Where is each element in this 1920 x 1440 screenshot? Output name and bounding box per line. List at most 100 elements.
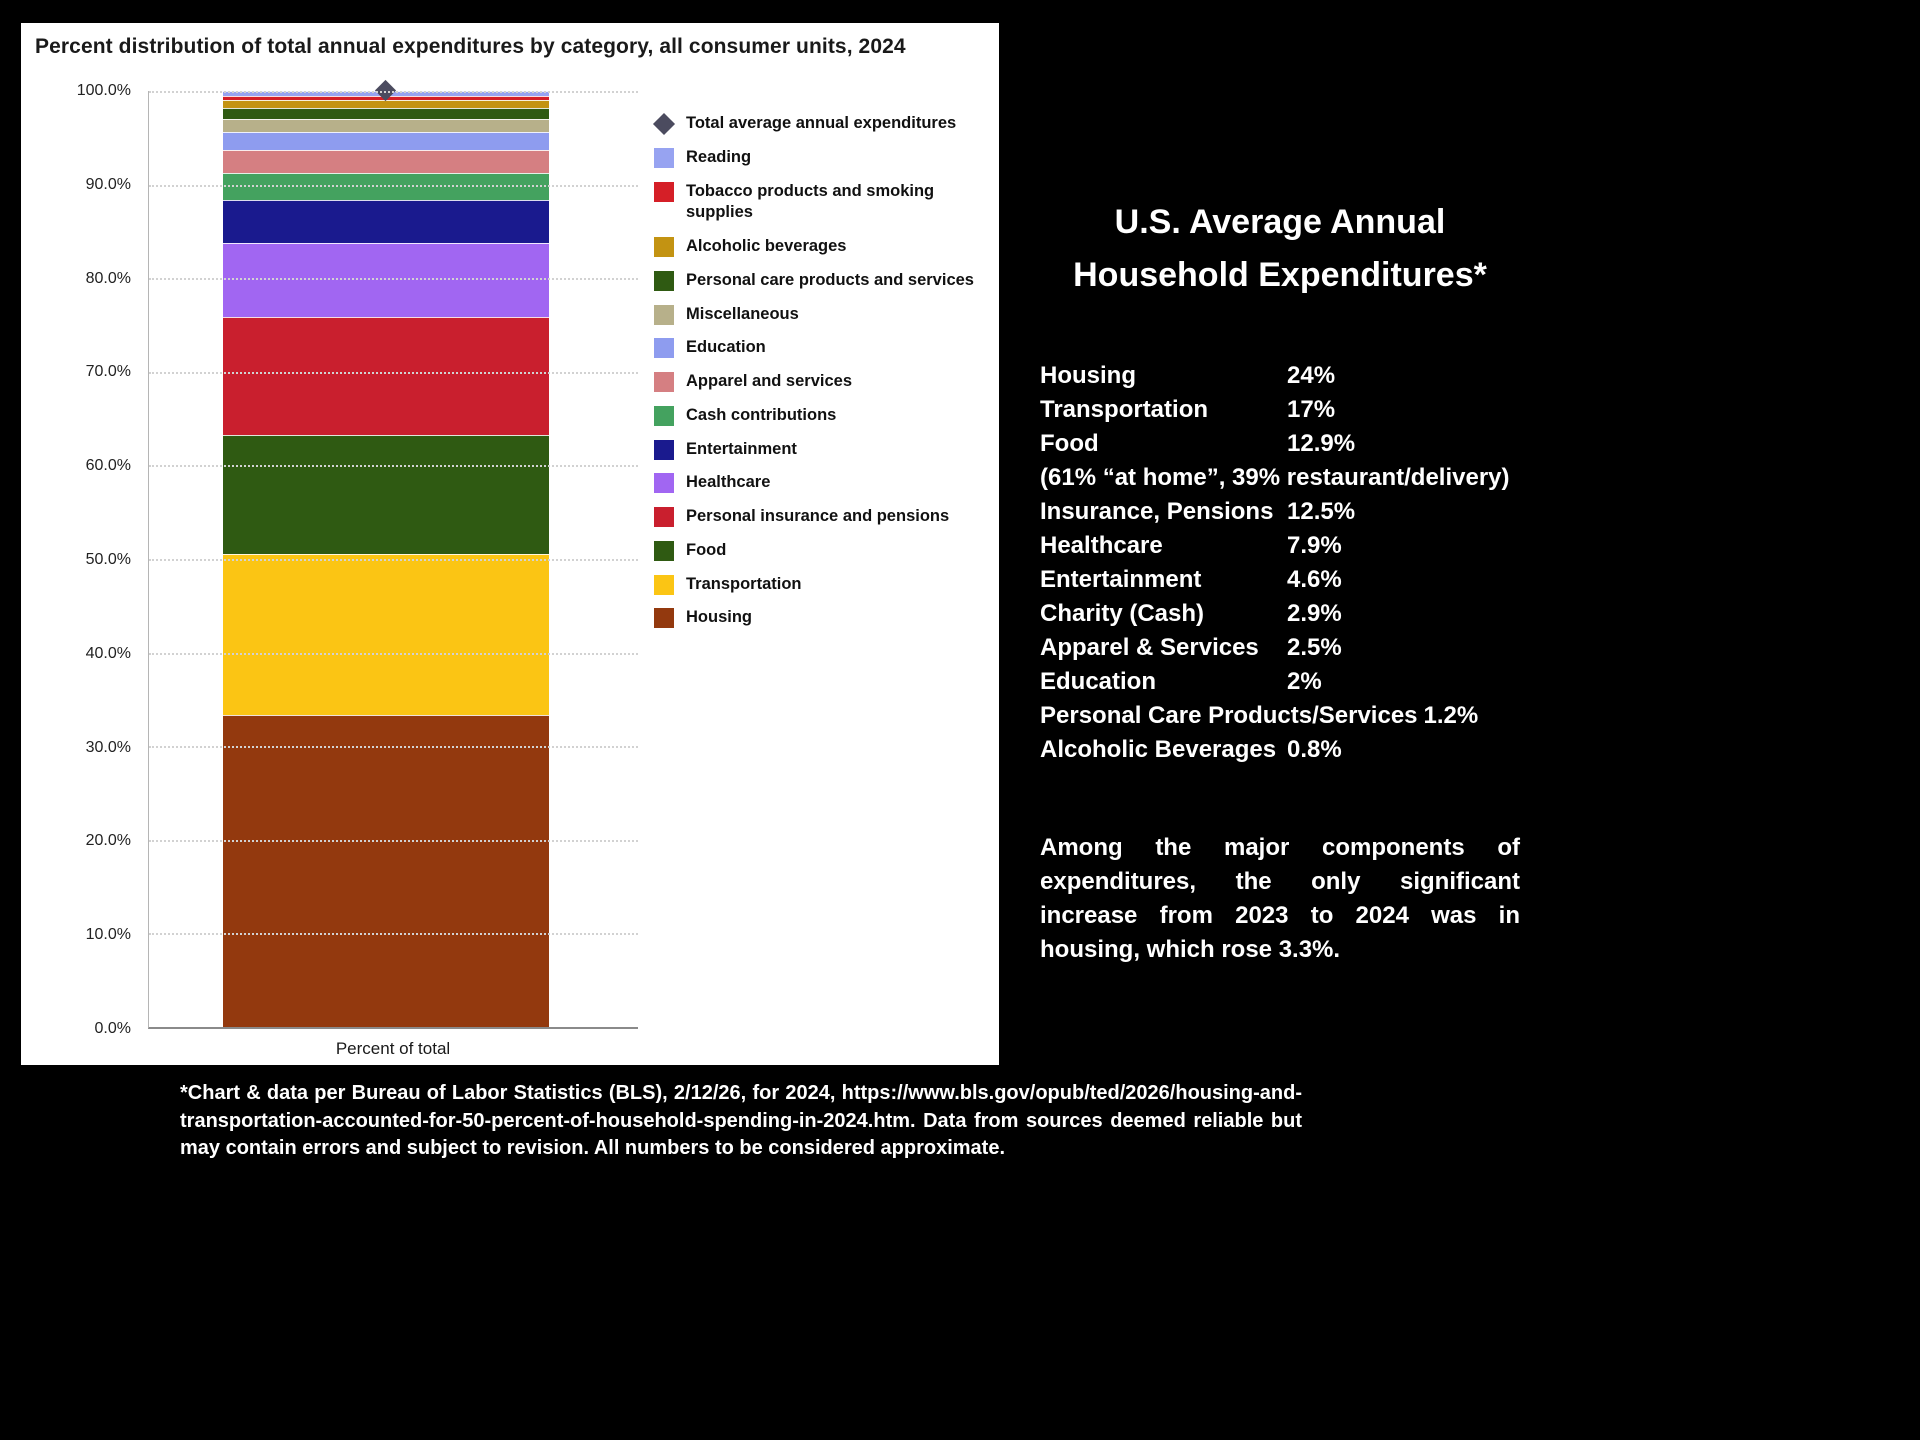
expenditure-value: 0.8% [1287, 736, 1342, 764]
legend-swatch-icon [654, 540, 674, 561]
legend-swatch-icon [654, 237, 674, 258]
legend-item-entertainment: Entertainment [654, 439, 989, 461]
expenditure-row-transportation: Transportation 17% [1040, 393, 1520, 427]
legend-label: Total average annual expenditures [686, 114, 957, 132]
expenditure-label: Housing [1040, 362, 1136, 390]
gridline [149, 184, 638, 187]
legend-swatch-icon [654, 439, 674, 460]
legend-label: Reading [686, 147, 752, 166]
commentary-paragraph: Among the major components of expenditur… [1040, 834, 1520, 964]
legend-label: Housing [686, 608, 752, 627]
expenditure-label: (61% “at home”, 39% restaurant/delivery) [1040, 464, 1510, 492]
legend-item-food: Food [654, 540, 989, 562]
x-axis-label: Percent of total [335, 1039, 451, 1058]
legend-label: Alcoholic beverages [686, 237, 847, 256]
y-tick-label: 0.0% [94, 1020, 131, 1037]
expenditure-row-personal-care-products-services: Personal Care Products/Services 1.2% [1040, 699, 1520, 733]
gridline [149, 652, 638, 655]
legend-item-personal-care-products-and-services: Personal care products and services [654, 270, 989, 292]
y-tick-label: 90.0% [85, 175, 131, 193]
legend-swatch-icon [654, 405, 674, 426]
expenditure-label: Food [1040, 430, 1099, 458]
bar-segment-miscellaneous [223, 119, 549, 133]
y-tick-label: 40.0% [85, 644, 131, 662]
legend-swatch-icon [654, 270, 674, 291]
legend-label: Apparel and services [686, 372, 852, 391]
gridline [149, 746, 638, 749]
expenditure-row-education: Education 2% [1040, 665, 1520, 699]
y-tick-label: 80.0% [85, 269, 131, 287]
expenditure-label: Entertainment [1040, 566, 1202, 594]
right-panel-title-line2: Household Expenditures* [1073, 255, 1487, 294]
expenditure-row-housing: Housing 24% [1040, 359, 1520, 393]
right-panel: U.S. Average Annual Household Expenditur… [1040, 196, 1520, 967]
gridline [149, 91, 638, 93]
gridline [149, 465, 638, 468]
bar-segment-food [223, 434, 549, 555]
expenditure-row-entertainment: Entertainment 4.6% [1040, 563, 1520, 597]
bar-segment-alcoholic-beverages [223, 100, 549, 108]
legend-swatch-icon [654, 372, 674, 393]
legend-label: Food [686, 540, 727, 559]
legend-swatch-icon [654, 338, 674, 359]
bar-segment-personal-care-products-and-services [223, 107, 549, 120]
footer-source-note: *Chart & data per Bureau of Labor Statis… [180, 1082, 1302, 1159]
y-tick-label: 100.0% [76, 82, 131, 99]
expenditure-value: 24% [1287, 362, 1336, 390]
expenditure-value: 12.5% [1287, 498, 1356, 526]
legend-item-personal-insurance-and-pensions: Personal insurance and pensions [654, 506, 989, 528]
legend-label: Transportation [686, 574, 802, 593]
bar-segment-education [223, 132, 549, 150]
chart-legend: Total average annual expenditures Reading… [652, 112, 989, 641]
legend-diamond-icon [652, 112, 676, 136]
bar-segment-entertainment [223, 199, 549, 243]
legend-label: Personal insurance and pensions [686, 507, 950, 526]
right-panel-title: U.S. Average Annual Household Expenditur… [1040, 196, 1520, 301]
legend-label: Cash contributions [686, 405, 837, 424]
expenditure-label: Personal Care Products/Services [1040, 702, 1418, 730]
legend-item-transportation: Transportation [654, 574, 989, 596]
expenditure-value: 17% [1287, 396, 1336, 424]
gridline [149, 371, 638, 374]
expenditure-row-apparel-services: Apparel & Services 2.5% [1040, 631, 1520, 665]
legend-swatch-icon [654, 507, 674, 528]
y-tick-label: 30.0% [85, 738, 131, 756]
expenditure-row-charity-cash: Charity (Cash) 2.9% [1040, 597, 1520, 631]
expenditure-list: Housing 24% Transportation 17% Food 12.9% (61%… [1040, 359, 1520, 767]
expenditure-value: 2% [1287, 668, 1322, 696]
bar-segment-apparel-and-services [223, 149, 549, 174]
expenditure-row-food: Food 12.9% [1040, 427, 1520, 461]
y-tick-label: 50.0% [85, 551, 131, 568]
legend-item-tobacco-products-and-smoking-supplies: Tobacco products and smoking supplies [654, 181, 989, 225]
gridline [149, 278, 638, 281]
legend-item-healthcare: Healthcare [654, 472, 989, 494]
y-tick-label: 60.0% [85, 457, 131, 475]
legend-swatch-icon [654, 147, 674, 168]
chart-panel: Percent distribution of total annual exp… [21, 23, 999, 1065]
gridline [149, 559, 638, 561]
expenditure-value: 1.2% [1423, 702, 1479, 730]
bar-segment-transportation [223, 554, 549, 716]
legend-item-apparel-and-services: Apparel and services [654, 371, 989, 393]
expenditure-label: Insurance, Pensions [1040, 498, 1274, 526]
expenditure-row-alcoholic-beverages: Alcoholic Beverages 0.8% [1040, 733, 1520, 767]
expenditure-value: 4.6% [1287, 566, 1342, 594]
plot-area [148, 79, 638, 1029]
expenditure-label: Charity (Cash) [1040, 600, 1205, 628]
legend-item-cash-contributions: Cash contributions [654, 405, 989, 427]
expenditure-row-insurance-pensions: Insurance, Pensions 12.5% [1040, 495, 1520, 529]
legend-item-total-average-annual-expenditures: Total average annual expenditures [652, 112, 989, 136]
right-panel-title-line1: U.S. Average Annual [1114, 203, 1446, 241]
legend-item-housing: Housing [654, 607, 989, 629]
legend-swatch-icon [654, 304, 674, 325]
expenditure-label: Education [1040, 668, 1157, 696]
legend-swatch-icon [654, 473, 674, 494]
expenditure-value: 7.9% [1287, 532, 1342, 560]
y-axis-labels: 0.0% 10.0% 20.0% 30.0% 40.0% 50.0% 60.0% 70.0% 8… [21, 82, 139, 1037]
legend-label: Healthcare [686, 473, 771, 492]
y-tick-label: 10.0% [85, 926, 131, 944]
y-tick-label: 20.0% [85, 832, 131, 850]
legend-item-alcoholic-beverages: Alcoholic beverages [654, 236, 989, 258]
expenditure-label: Transportation [1040, 396, 1209, 424]
